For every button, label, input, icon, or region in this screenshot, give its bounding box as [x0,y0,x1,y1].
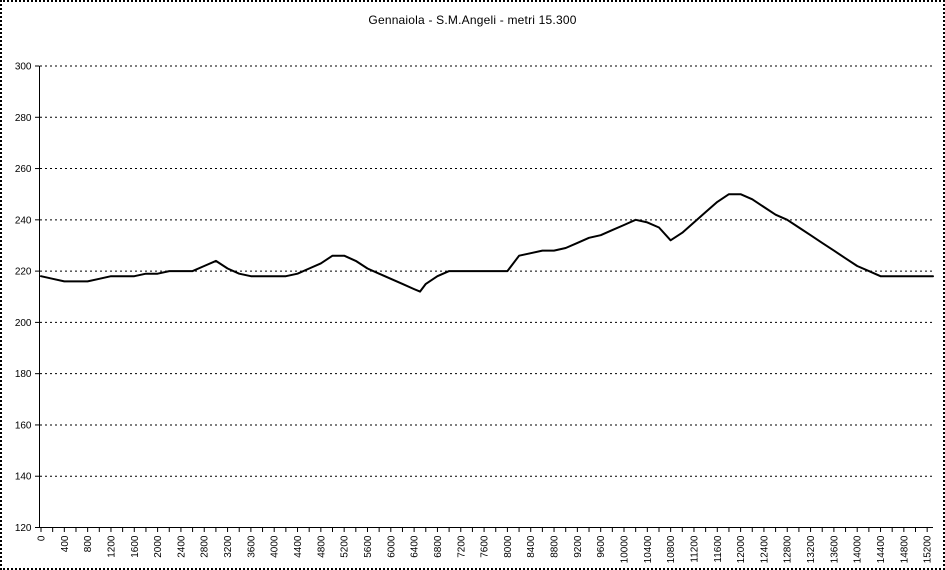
y-axis-label-260: 260 [15,164,32,175]
x-axis-label-6800: 6800 [433,535,444,558]
y-axis-label-300: 300 [15,62,32,73]
x-axis-label-15200: 15200 [923,535,934,563]
x-axis-label-13600: 13600 [829,535,840,563]
x-axis-label-400: 400 [60,535,71,552]
x-axis-label-7600: 7600 [480,535,491,558]
x-axis-label-3600: 3600 [246,535,257,558]
x-axis-label-6000: 6000 [386,535,397,558]
y-axis-label-180: 180 [15,369,32,380]
x-axis-label-12800: 12800 [783,535,794,563]
elevation-profile-series [40,193,934,293]
x-axis-label-11200: 11200 [689,535,700,563]
x-axis-label-1600: 1600 [130,535,141,558]
x-axis-label-2800: 2800 [200,535,211,558]
x-axis-label-13200: 13200 [806,535,817,563]
x-axis-label-1200: 1200 [106,535,117,558]
y-axis-label-220: 220 [15,267,32,278]
x-axis-label-8000: 8000 [503,535,514,558]
x-axis-label-4800: 4800 [316,535,327,558]
x-axis-label-11600: 11600 [713,535,724,563]
x-axis-label-7200: 7200 [456,535,467,558]
x-axis-label-10000: 10000 [620,535,631,563]
x-axis-label-14400: 14400 [876,535,887,563]
y-axis-label-120: 120 [15,523,32,534]
x-axis-label-4400: 4400 [293,535,304,558]
x-axis-label-800: 800 [83,535,94,552]
x-axis-label-8400: 8400 [526,535,537,558]
x-axis-label-2000: 2000 [153,535,164,558]
y-axis-label-280: 280 [15,113,32,124]
x-axis-label-12000: 12000 [736,535,747,563]
x-axis-label-8800: 8800 [550,535,561,558]
x-axis-label-10400: 10400 [643,535,654,563]
x-axis-label-12400: 12400 [759,535,770,563]
x-axis-label-14000: 14000 [853,535,864,563]
x-axis-label-9600: 9600 [596,535,607,558]
x-axis-label-6400: 6400 [410,535,421,558]
y-axis-label-160: 160 [15,420,32,431]
x-axis-label-0: 0 [37,535,48,541]
y-axis-label-240: 240 [15,215,32,226]
x-axis-label-10800: 10800 [666,535,677,563]
y-axis-label-200: 200 [15,318,32,329]
x-axis-label-5200: 5200 [340,535,351,558]
x-axis-label-3200: 3200 [223,535,234,558]
x-axis-label-5600: 5600 [363,535,374,558]
chart-title: Gennaiola - S.M.Angeli - metri 15.300 [368,13,577,27]
x-axis-label-9200: 9200 [573,535,584,558]
x-axis-label-14800: 14800 [899,535,910,563]
y-axis-label-140: 140 [15,472,32,483]
x-axis-label-2400: 2400 [176,535,187,558]
x-axis-label-4000: 4000 [270,535,281,558]
